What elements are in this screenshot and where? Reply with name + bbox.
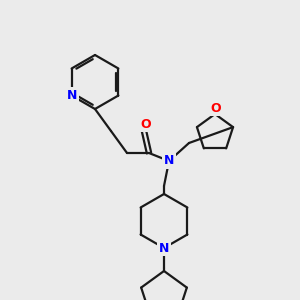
Text: O: O	[211, 101, 221, 115]
Text: N: N	[66, 89, 77, 102]
Text: N: N	[164, 154, 174, 167]
Text: N: N	[159, 242, 169, 254]
Text: O: O	[141, 118, 151, 130]
